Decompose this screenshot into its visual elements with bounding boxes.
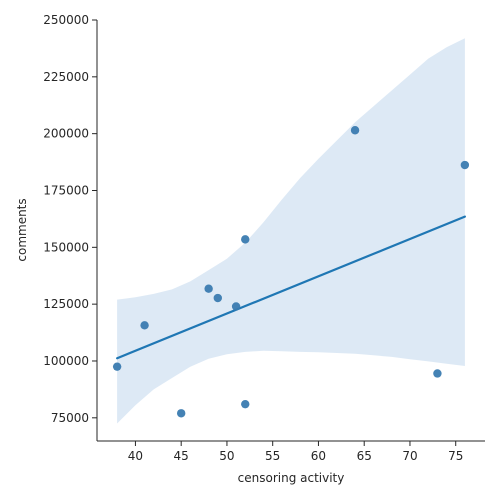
- y-tick-label: 250000: [43, 13, 89, 27]
- plot-area: [112, 38, 470, 424]
- data-point: [241, 235, 250, 244]
- data-point: [112, 362, 122, 371]
- x-tick-label: 50: [219, 449, 234, 463]
- y-tick-label: 175000: [43, 183, 89, 197]
- x-tick-label: 70: [402, 449, 417, 463]
- ticks: 40 45 50 55 60 65 70 75 75000 100000 125000 150000 1…: [43, 13, 463, 463]
- x-tick-label: 60: [311, 449, 326, 463]
- data-point: [231, 302, 241, 311]
- y-tick-label: 75000: [51, 411, 89, 425]
- axes: [96, 20, 485, 442]
- x-tick-label: 75: [448, 449, 463, 463]
- data-point: [140, 321, 149, 330]
- y-axis-label: comments: [15, 198, 29, 261]
- confidence-band: [117, 38, 465, 424]
- x-tick-label: 65: [357, 449, 372, 463]
- data-point: [213, 293, 222, 303]
- x-tick-label: 45: [174, 449, 189, 463]
- data-point: [204, 284, 213, 293]
- x-tick-label: 40: [128, 449, 143, 463]
- y-tick-label: 200000: [43, 127, 89, 141]
- data-point: [350, 126, 360, 135]
- y-tick-label: 100000: [43, 354, 89, 368]
- x-axis-label: censoring activity: [238, 471, 345, 485]
- data-point: [176, 409, 186, 418]
- data-point: [241, 399, 250, 409]
- y-tick-label: 125000: [43, 297, 89, 311]
- data-point: [433, 369, 442, 378]
- y-tick-label: 150000: [43, 240, 89, 254]
- x-tick-label: 55: [265, 449, 280, 463]
- y-tick-label: 225000: [43, 70, 89, 84]
- data-point: [460, 160, 470, 170]
- regression-line: [116, 215, 466, 360]
